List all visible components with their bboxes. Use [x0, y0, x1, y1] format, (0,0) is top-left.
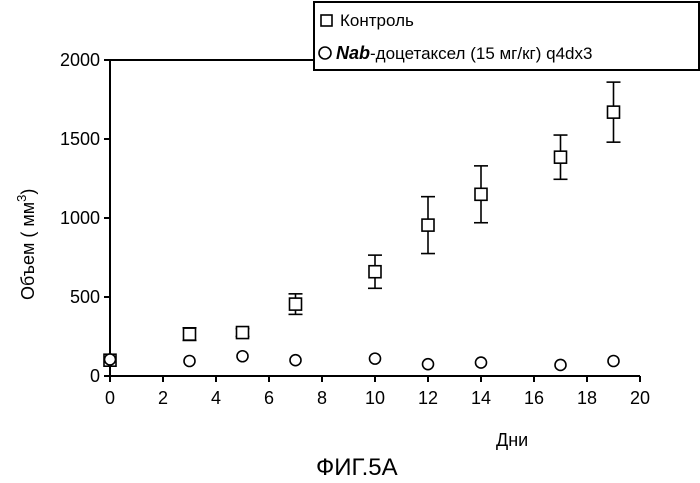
x-ticks: 0 2 4 6 8 10 12 14 16 18 20	[105, 376, 650, 408]
x-tick-label: 16	[524, 388, 544, 408]
control-square-point	[608, 106, 620, 118]
x-tick-label: 4	[211, 388, 221, 408]
treatment-circle-point	[237, 351, 248, 362]
y-tick-label: 2000	[60, 50, 100, 70]
legend-label-treatment: Nab-доцетаксел (15 мг/кг) q4dx3	[336, 43, 592, 63]
control-square-point	[475, 188, 487, 200]
x-tick-label: 10	[365, 388, 385, 408]
y-tick-label: 500	[70, 287, 100, 307]
treatment-circle-point	[290, 355, 301, 366]
x-tick-label: 20	[630, 388, 650, 408]
legend-label-treatment-emphasis: Nab	[336, 43, 370, 63]
treatment-circle-point	[370, 353, 381, 364]
y-axis-label: Объем ( мм3)	[14, 189, 38, 300]
treatment-circle-point	[423, 359, 434, 370]
control-square-point	[369, 266, 381, 278]
x-tick-label: 12	[418, 388, 438, 408]
x-tick-label: 18	[577, 388, 597, 408]
error-bars	[183, 82, 621, 340]
control-square-point	[184, 328, 196, 340]
y-axis-label-superscript: 3	[14, 195, 29, 202]
figure-caption: ФИГ.5А	[316, 454, 398, 481]
legend-label-control: Контроль	[340, 11, 414, 30]
data-markers	[104, 106, 620, 370]
y-tick-label: 0	[90, 366, 100, 386]
treatment-circle-point	[184, 355, 195, 366]
control-square-point	[237, 327, 249, 339]
y-ticks: 0 500 1000 1500 2000	[60, 50, 110, 386]
treatment-circle-point	[555, 359, 566, 370]
treatment-circle-point	[608, 355, 619, 366]
y-axis-label-main: Объем ( мм	[18, 202, 38, 300]
x-tick-label: 8	[317, 388, 327, 408]
control-square-point	[290, 298, 302, 310]
x-tick-label: 2	[158, 388, 168, 408]
x-tick-label: 6	[264, 388, 274, 408]
y-axis-label-close: )	[18, 189, 38, 195]
x-tick-label: 14	[471, 388, 491, 408]
y-tick-label: 1500	[60, 129, 100, 149]
legend-label-treatment-rest: -доцетаксел (15 мг/кг) q4dx3	[370, 44, 592, 63]
treatment-circle-point	[105, 354, 116, 365]
x-axis-label: Дни	[496, 430, 528, 450]
x-tick-label: 0	[105, 388, 115, 408]
treatment-circle-point	[476, 357, 487, 368]
control-square-point	[555, 151, 567, 163]
control-square-point	[422, 219, 434, 231]
legend: Контроль Nab-доцетаксел (15 мг/кг) q4dx3	[314, 2, 699, 70]
y-tick-label: 1000	[60, 208, 100, 228]
